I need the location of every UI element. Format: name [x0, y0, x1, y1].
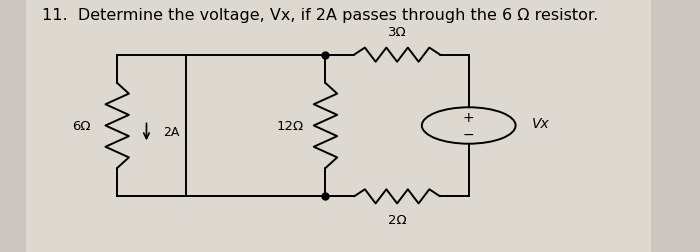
Text: 2A: 2A [162, 126, 179, 139]
Text: 11.  Determine the voltage, Vx, if 2A passes through the 6 Ω resistor.: 11. Determine the voltage, Vx, if 2A pas… [42, 8, 598, 22]
Text: −: − [463, 127, 475, 141]
Text: Vx: Vx [532, 116, 550, 131]
Text: 2Ω: 2Ω [388, 213, 407, 226]
Text: 3Ω: 3Ω [388, 26, 407, 39]
FancyBboxPatch shape [26, 0, 651, 252]
Text: +: + [463, 111, 475, 125]
Text: 12Ω: 12Ω [276, 119, 303, 133]
Text: 6Ω: 6Ω [72, 119, 90, 133]
